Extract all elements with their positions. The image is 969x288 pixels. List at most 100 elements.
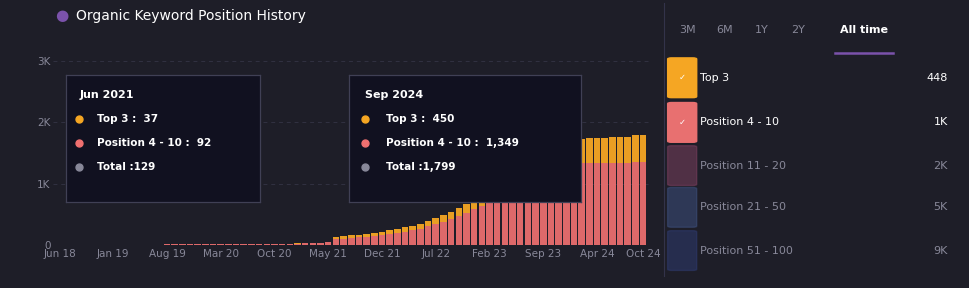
Bar xyxy=(340,236,347,239)
Bar xyxy=(502,192,508,245)
Bar xyxy=(271,244,278,245)
Bar xyxy=(524,176,531,245)
Bar xyxy=(471,209,478,245)
Text: 5K: 5K xyxy=(933,202,948,212)
Text: Position 4 - 10 :  92: Position 4 - 10 : 92 xyxy=(97,138,211,148)
Bar xyxy=(325,242,331,245)
Text: ✓: ✓ xyxy=(678,73,686,82)
Bar xyxy=(555,142,562,165)
Bar xyxy=(624,163,631,245)
Bar xyxy=(494,197,500,245)
Bar xyxy=(394,229,400,233)
Bar xyxy=(302,243,308,245)
Bar xyxy=(417,224,423,229)
Bar xyxy=(356,237,362,245)
Bar xyxy=(295,244,300,245)
Bar xyxy=(371,236,378,245)
Bar xyxy=(264,244,270,245)
Bar xyxy=(610,137,615,163)
Bar xyxy=(540,167,547,245)
Text: Top 3 :  37: Top 3 : 37 xyxy=(97,114,158,124)
Bar xyxy=(363,237,370,245)
Bar xyxy=(348,238,355,245)
Bar xyxy=(602,138,608,163)
Bar xyxy=(432,224,439,245)
Bar xyxy=(463,204,470,213)
Bar xyxy=(332,237,339,239)
Bar xyxy=(233,244,239,245)
Bar xyxy=(248,244,255,245)
Bar xyxy=(371,233,378,236)
Bar xyxy=(510,172,516,185)
Bar xyxy=(617,137,623,163)
Text: Total :1,799: Total :1,799 xyxy=(386,162,455,173)
Bar xyxy=(578,139,585,163)
Bar xyxy=(563,164,570,245)
Bar xyxy=(532,154,539,171)
Bar xyxy=(502,179,508,192)
Bar xyxy=(547,165,554,245)
Bar xyxy=(448,212,454,219)
Bar xyxy=(532,171,539,245)
Text: 2Y: 2Y xyxy=(792,25,805,35)
Bar xyxy=(640,135,646,162)
Bar xyxy=(563,141,570,164)
Bar xyxy=(317,243,324,245)
Bar xyxy=(363,234,370,237)
Text: Organic Keyword Position History: Organic Keyword Position History xyxy=(76,9,305,23)
Bar xyxy=(440,215,447,221)
Text: Jun 2021: Jun 2021 xyxy=(79,90,134,100)
Text: Position 21 - 50: Position 21 - 50 xyxy=(700,202,786,212)
Bar xyxy=(586,163,593,245)
Bar xyxy=(424,226,431,245)
Bar xyxy=(279,244,286,245)
Text: 1K: 1K xyxy=(933,118,948,127)
Text: Position 4 - 10 :  1,349: Position 4 - 10 : 1,349 xyxy=(386,138,519,148)
Bar xyxy=(540,146,547,167)
Bar xyxy=(440,221,447,245)
Text: 448: 448 xyxy=(926,73,948,83)
Text: 3M: 3M xyxy=(679,25,697,35)
Text: 2K: 2K xyxy=(933,161,948,170)
Bar xyxy=(632,162,639,245)
Bar xyxy=(571,140,578,163)
Text: Position 11 - 20: Position 11 - 20 xyxy=(700,161,786,170)
Text: Position 51 - 100: Position 51 - 100 xyxy=(700,246,793,255)
Text: Position 4 - 10: Position 4 - 10 xyxy=(700,118,779,127)
Bar xyxy=(617,163,623,245)
Text: 9K: 9K xyxy=(933,246,948,255)
Bar xyxy=(463,213,470,245)
Bar xyxy=(516,181,523,245)
Bar xyxy=(417,229,423,245)
Bar xyxy=(516,166,523,181)
Bar xyxy=(387,234,392,245)
Bar xyxy=(448,219,454,245)
Text: Sep 2024: Sep 2024 xyxy=(365,90,423,100)
Text: Top 3: Top 3 xyxy=(700,73,729,83)
Bar xyxy=(394,233,400,245)
Text: 6M: 6M xyxy=(716,25,734,35)
Bar xyxy=(594,138,600,163)
Bar xyxy=(348,236,355,238)
Bar xyxy=(624,137,631,163)
Bar xyxy=(594,163,600,245)
Bar xyxy=(424,221,431,226)
Text: Top 3 :  450: Top 3 : 450 xyxy=(386,114,454,124)
Bar xyxy=(471,200,478,209)
Bar xyxy=(455,208,462,216)
Bar xyxy=(455,216,462,245)
Text: Total :129: Total :129 xyxy=(97,162,155,173)
Bar xyxy=(256,244,263,245)
Bar xyxy=(332,239,339,245)
Text: ✓: ✓ xyxy=(678,118,686,127)
Bar xyxy=(571,163,578,245)
Bar xyxy=(356,235,362,237)
Text: ●: ● xyxy=(55,8,69,23)
Bar xyxy=(578,163,585,245)
Bar xyxy=(602,163,608,245)
Bar xyxy=(610,163,615,245)
Bar xyxy=(432,218,439,224)
Bar xyxy=(555,165,562,245)
Bar xyxy=(387,230,392,234)
Bar xyxy=(287,244,293,245)
